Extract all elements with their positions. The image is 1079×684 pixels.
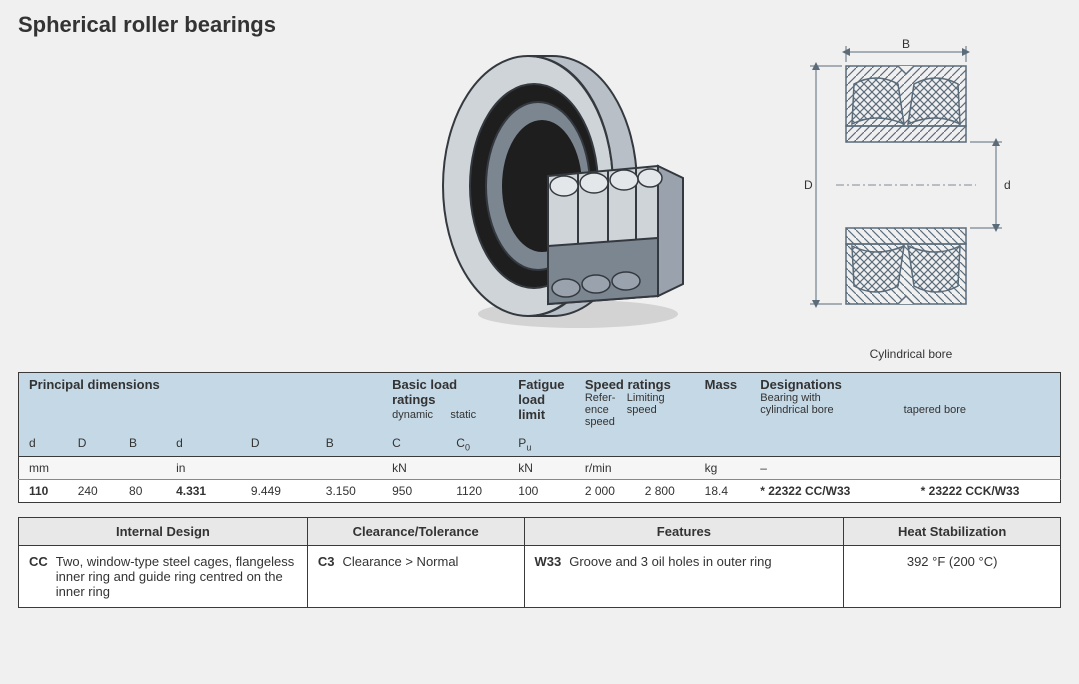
cell-features: W33 Groove and 3 oil holes in outer ring <box>524 546 844 608</box>
cell-heat: 392 °F (200 °C) <box>844 546 1061 608</box>
spec-table: Principal dimensions Basic load ratings … <box>18 372 1061 503</box>
design-table: Internal Design Clearance/Tolerance Feat… <box>18 517 1061 608</box>
hdr-principal: Principal dimensions <box>29 377 160 392</box>
hdr-designations: Designations <box>760 377 842 392</box>
sym-d2: d <box>166 432 241 457</box>
hdr-mass: Mass <box>705 377 738 392</box>
top-illustration-area: B <box>18 46 1061 366</box>
val-d-mm: 110 <box>19 480 68 503</box>
hdr-lim-speed: Limiting speed <box>627 392 665 416</box>
bearing-3d-svg <box>438 36 698 336</box>
unit-kg: kg <box>695 457 751 480</box>
code-clearance: C3 <box>318 554 343 569</box>
hdr-dynamic: dynamic <box>392 409 433 421</box>
val-Pu: 100 <box>508 480 575 503</box>
unit-dash: – <box>750 457 1060 480</box>
bearing-3d-illustration <box>438 36 698 341</box>
dh-internal: Internal Design <box>19 518 308 546</box>
unit-in: in <box>166 457 382 480</box>
val-D-in: 9.449 <box>241 480 316 503</box>
val-desig-taper: * 23222 CCK/W33 <box>911 480 1061 503</box>
sym-Pu: Pu <box>508 432 575 457</box>
schematic-svg: B <box>776 36 1046 336</box>
val-lim-speed: 2 800 <box>635 480 695 503</box>
val-desig-cyl: * 22322 CC/W33 <box>750 480 910 503</box>
code-features: W33 <box>535 554 570 569</box>
dh-clearance: Clearance/Tolerance <box>307 518 524 546</box>
schematic-caption: Cylindrical bore <box>771 347 1051 361</box>
val-d-in: 4.331 <box>166 480 241 503</box>
dh-heat: Heat Stabilization <box>844 518 1061 546</box>
val-mass: 18.4 <box>695 480 751 503</box>
val-ref-speed: 2 000 <box>575 480 635 503</box>
hdr-cyl-bore: Bearing with cylindrical bore <box>760 392 900 416</box>
text-clearance: Clearance > Normal <box>342 554 458 569</box>
sym-B1: B <box>119 432 166 457</box>
val-C0: 1120 <box>446 480 508 503</box>
sym-D1: D <box>68 432 119 457</box>
hdr-basic-load: Basic load ratings <box>392 377 457 407</box>
val-B-in: 3.150 <box>316 480 382 503</box>
dim-d-label: d <box>1004 178 1011 192</box>
hdr-taper-bore: tapered bore <box>904 404 966 416</box>
unit-rmin: r/min <box>575 457 695 480</box>
text-features: Groove and 3 oil holes in outer ring <box>569 554 771 569</box>
unit-kN2: kN <box>508 457 575 480</box>
text-internal: Two, window-type steel cages, flangeless… <box>56 554 297 599</box>
cell-clearance: C3 Clearance > Normal <box>307 546 524 608</box>
hdr-ref-speed: Refer- ence speed <box>585 392 616 428</box>
hdr-fatigue: Fatigue load limit <box>518 377 564 422</box>
unit-kN1: kN <box>382 457 508 480</box>
sym-C: C <box>382 432 446 457</box>
page-title: Spherical roller bearings <box>18 12 1061 38</box>
val-B-mm: 80 <box>119 480 166 503</box>
code-internal: CC <box>29 554 56 569</box>
unit-mm: mm <box>19 457 167 480</box>
dh-features: Features <box>524 518 844 546</box>
dim-B-label: B <box>902 37 910 51</box>
bearing-schematic: B <box>771 36 1051 361</box>
sym-d1: d <box>19 432 68 457</box>
hdr-speed: Speed ratings <box>585 377 671 392</box>
dim-D-label: D <box>804 178 813 192</box>
val-D-mm: 240 <box>68 480 119 503</box>
sym-C0: C0 <box>446 432 508 457</box>
cell-internal: CC Two, window-type steel cages, flangel… <box>19 546 308 608</box>
hdr-static: static <box>450 409 476 421</box>
sym-B2: B <box>316 432 382 457</box>
sym-D2: D <box>241 432 316 457</box>
val-C: 950 <box>382 480 446 503</box>
text-heat: 392 °F (200 °C) <box>907 554 998 569</box>
